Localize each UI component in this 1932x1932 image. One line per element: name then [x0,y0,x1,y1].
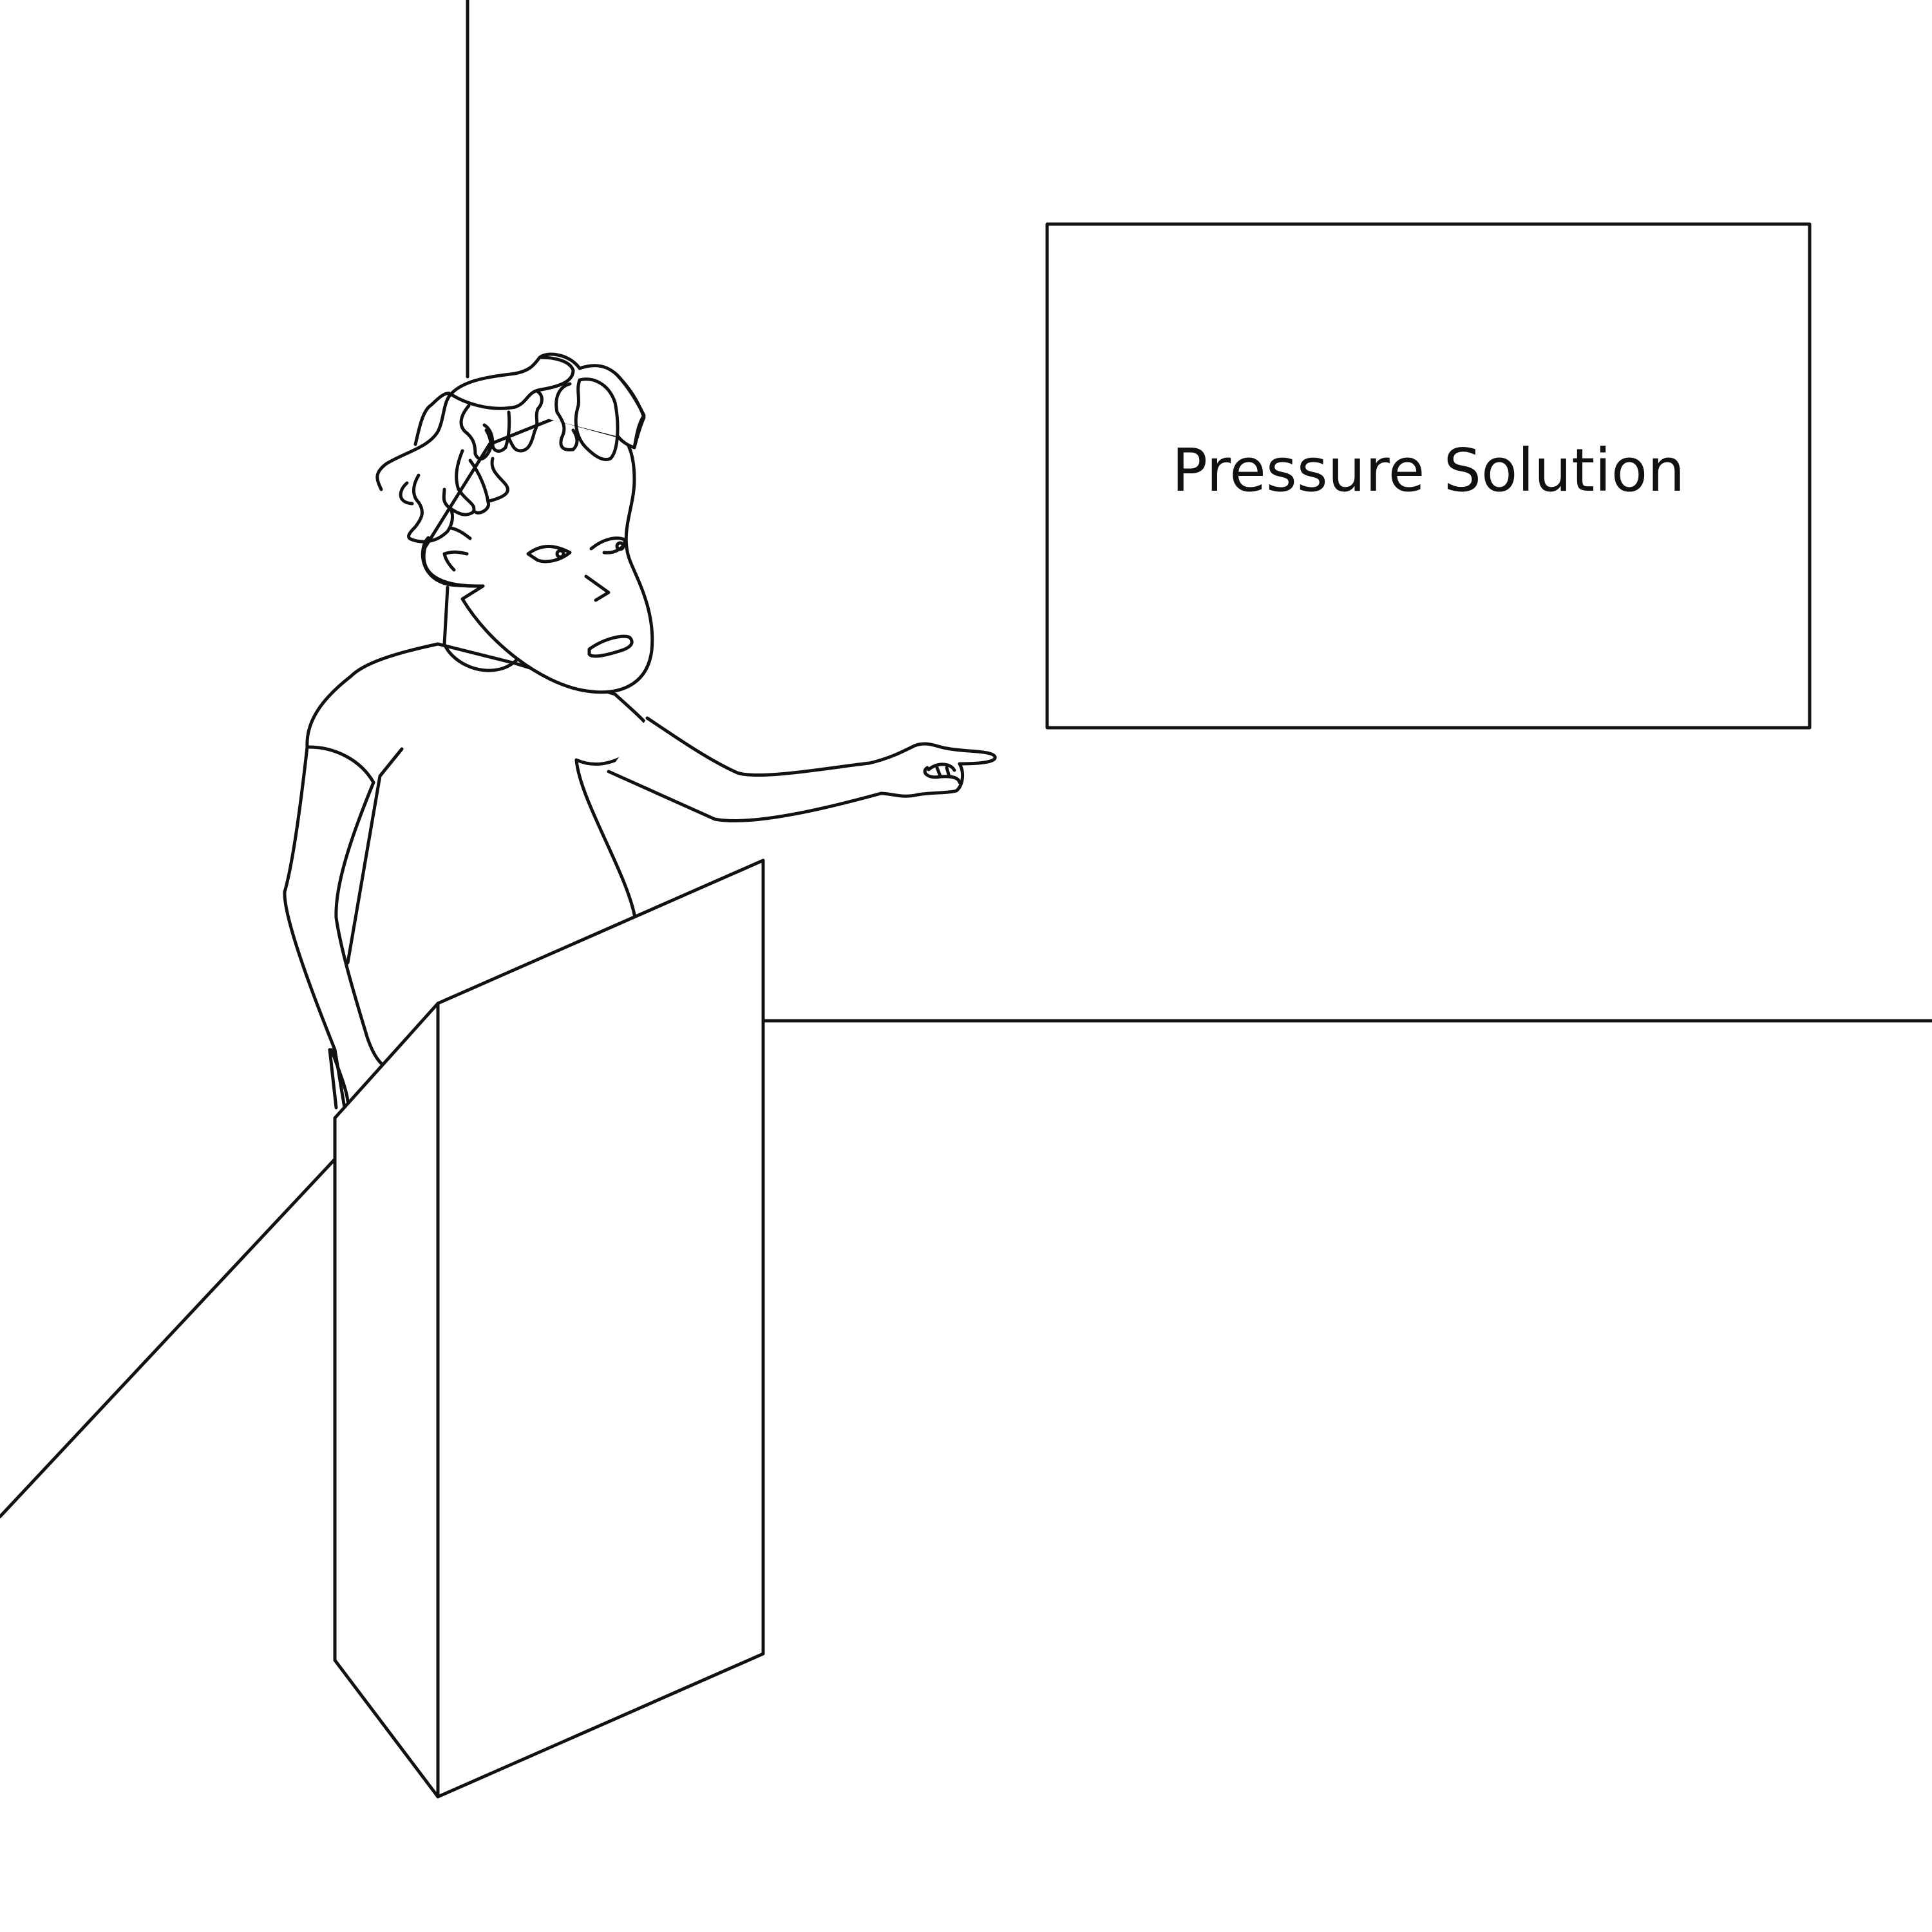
hair-curl-left-1 [459,404,493,461]
ear-outline [421,536,485,588]
hair-curl-middle-1 [554,382,579,451]
room-floor-diagonal-line [0,1157,337,1519]
hair-curl-left-5 [407,473,454,544]
pointing-hand-knuckle [927,762,956,772]
left-lower-seam [328,1048,338,1110]
board-text: Pressure Solution [1172,436,1685,505]
hair-curl-left-4 [488,457,509,503]
hair-curl-left-6 [399,481,414,506]
nose [584,574,611,602]
left-eye [526,545,572,564]
ear-inner-line [442,550,469,572]
mouth [587,634,634,658]
hair-curl-middle-3 [482,410,511,453]
neck-outline [442,585,520,672]
left-arm-outline [334,781,386,1068]
board-frame [1045,222,1812,730]
sideburn-line [449,526,472,540]
left-eye-pupil [555,549,565,559]
podium [333,858,765,1799]
pointing-hand-thumb [935,766,951,779]
hair-curl-left-3 [468,459,491,515]
podium-side-face [333,1001,440,1799]
room-structure [0,0,1932,1519]
hair-curl-right [574,377,620,461]
presentation-board: Pressure Solution [1045,222,1812,730]
left-hip-line [330,1048,350,1103]
left-arm-inner-line [346,747,404,965]
right-eye-pupil [615,541,625,551]
left-sleeve-seam [307,745,375,784]
pointing-arm [607,716,997,822]
hair-curl-right-tip [615,373,646,450]
podium-front-face [436,858,765,1799]
hair-curl-left-2 [442,449,476,516]
right-eye [589,536,627,554]
hair-top-curl [449,355,575,410]
hair-curl-middle-2 [507,390,544,453]
